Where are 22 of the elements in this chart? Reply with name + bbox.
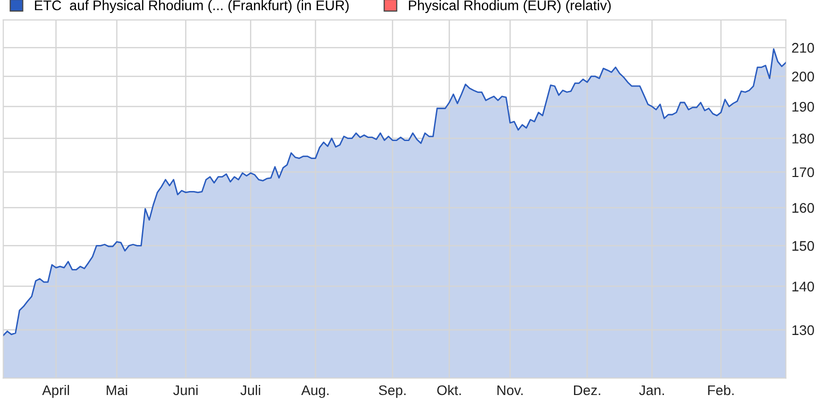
y-tick-label: 160 <box>792 203 814 213</box>
x-tick-label: Mai <box>106 384 128 396</box>
y-tick-label: 170 <box>792 167 814 178</box>
x-tick-label: Aug. <box>301 385 329 398</box>
x-tick-label: Juli <box>240 384 260 396</box>
x-tick-label: Jan. <box>639 385 664 396</box>
x-tick-label: Okt. <box>437 384 461 396</box>
y-tick-label: 180 <box>792 134 814 144</box>
x-tick-label: Feb. <box>708 384 734 396</box>
legend-label: ETC auf Physical Rhodium (... (Frankfurt) (in EUR) <box>34 0 349 14</box>
x-tick-label: Sep. <box>378 385 406 398</box>
y-tick-label: 190 <box>792 102 814 112</box>
y-tick-label: 200 <box>792 72 814 82</box>
x-tick-label: Juni <box>173 384 198 396</box>
y-tick-label: 150 <box>792 241 814 251</box>
y-tick-label: 210 <box>792 42 814 53</box>
legend-label: Physical Rhodium (EUR) (relativ) <box>408 0 611 14</box>
y-tick-label: 130 <box>792 325 814 336</box>
x-tick-label: Nov. <box>497 385 523 396</box>
x-tick-label: Dez. <box>574 385 600 396</box>
y-tick-label: 140 <box>792 282 814 292</box>
x-tick-label: April <box>42 384 69 398</box>
